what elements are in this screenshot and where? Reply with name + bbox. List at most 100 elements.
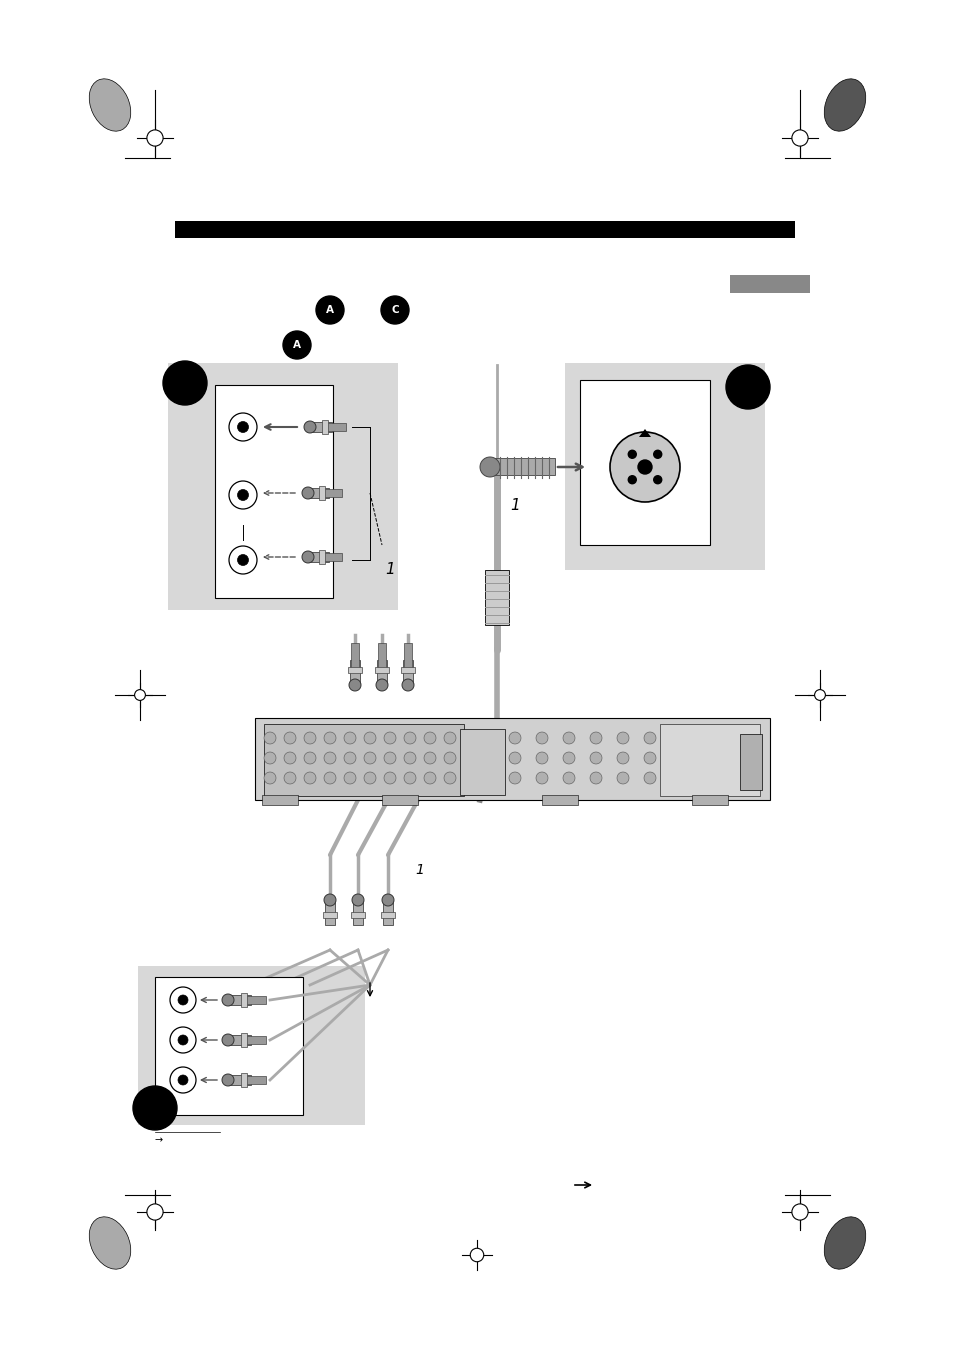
Circle shape: [229, 413, 256, 440]
Ellipse shape: [90, 1217, 131, 1269]
Circle shape: [324, 771, 335, 784]
Bar: [264, 724, 463, 796]
Bar: [214, 385, 333, 598]
Circle shape: [134, 689, 145, 700]
Circle shape: [344, 753, 355, 765]
Circle shape: [617, 732, 628, 744]
Bar: [228, 1075, 251, 1085]
Circle shape: [562, 753, 575, 765]
Circle shape: [324, 894, 335, 907]
Circle shape: [536, 732, 547, 744]
Circle shape: [653, 450, 661, 458]
Bar: [350, 661, 359, 685]
Circle shape: [237, 422, 248, 432]
Circle shape: [375, 680, 388, 690]
Bar: [400, 666, 415, 673]
Text: C: C: [391, 305, 398, 315]
Bar: [240, 1073, 247, 1088]
Circle shape: [628, 476, 636, 484]
Bar: [659, 724, 760, 796]
Circle shape: [443, 771, 456, 784]
Bar: [564, 363, 764, 570]
Circle shape: [284, 753, 295, 765]
Circle shape: [352, 894, 364, 907]
Circle shape: [509, 771, 520, 784]
Circle shape: [589, 732, 601, 744]
Circle shape: [643, 771, 656, 784]
Circle shape: [653, 476, 661, 484]
Circle shape: [791, 1204, 807, 1220]
Circle shape: [725, 365, 769, 409]
Circle shape: [509, 753, 520, 765]
Ellipse shape: [823, 78, 865, 131]
Bar: [240, 1034, 247, 1047]
Bar: [381, 794, 417, 805]
Bar: [228, 994, 251, 1005]
Bar: [323, 553, 342, 561]
Circle shape: [324, 753, 335, 765]
Bar: [351, 643, 358, 667]
Circle shape: [302, 551, 314, 563]
Text: 1: 1: [510, 497, 519, 512]
Circle shape: [638, 459, 651, 474]
Bar: [254, 717, 769, 800]
Circle shape: [403, 732, 416, 744]
Circle shape: [170, 1027, 195, 1052]
Bar: [377, 643, 386, 667]
Circle shape: [643, 753, 656, 765]
Bar: [245, 1036, 266, 1044]
Bar: [228, 1035, 251, 1046]
Circle shape: [237, 489, 248, 500]
Bar: [402, 661, 413, 685]
Circle shape: [283, 331, 311, 359]
Circle shape: [791, 130, 807, 146]
Bar: [319, 486, 325, 500]
Circle shape: [423, 771, 436, 784]
Bar: [351, 912, 365, 917]
Circle shape: [147, 1204, 163, 1220]
Bar: [154, 977, 303, 1115]
Bar: [322, 420, 328, 434]
Circle shape: [349, 680, 360, 690]
Circle shape: [443, 753, 456, 765]
Circle shape: [304, 732, 315, 744]
Circle shape: [264, 771, 275, 784]
Circle shape: [562, 771, 575, 784]
Circle shape: [178, 994, 188, 1005]
Circle shape: [364, 732, 375, 744]
Bar: [326, 423, 346, 431]
Circle shape: [617, 753, 628, 765]
Circle shape: [324, 732, 335, 744]
Circle shape: [384, 771, 395, 784]
Circle shape: [403, 771, 416, 784]
Circle shape: [562, 732, 575, 744]
Circle shape: [470, 1248, 483, 1262]
Circle shape: [381, 894, 394, 907]
Circle shape: [264, 732, 275, 744]
Circle shape: [170, 1067, 195, 1093]
Circle shape: [401, 680, 414, 690]
Ellipse shape: [823, 1217, 865, 1269]
Circle shape: [536, 753, 547, 765]
Circle shape: [814, 689, 824, 700]
Bar: [380, 912, 395, 917]
Bar: [308, 488, 329, 499]
Circle shape: [237, 554, 248, 566]
Bar: [323, 912, 336, 917]
Circle shape: [443, 732, 456, 744]
Text: A: A: [293, 340, 301, 350]
Bar: [459, 730, 504, 794]
Bar: [382, 900, 393, 925]
Bar: [541, 794, 578, 805]
Circle shape: [178, 1035, 188, 1046]
Circle shape: [609, 432, 679, 503]
Circle shape: [423, 753, 436, 765]
Circle shape: [178, 1075, 188, 1085]
Bar: [245, 996, 266, 1004]
Circle shape: [222, 1074, 233, 1086]
Bar: [729, 276, 809, 293]
Text: →: →: [154, 1135, 163, 1146]
Circle shape: [264, 753, 275, 765]
Bar: [490, 458, 555, 476]
Ellipse shape: [90, 78, 131, 131]
